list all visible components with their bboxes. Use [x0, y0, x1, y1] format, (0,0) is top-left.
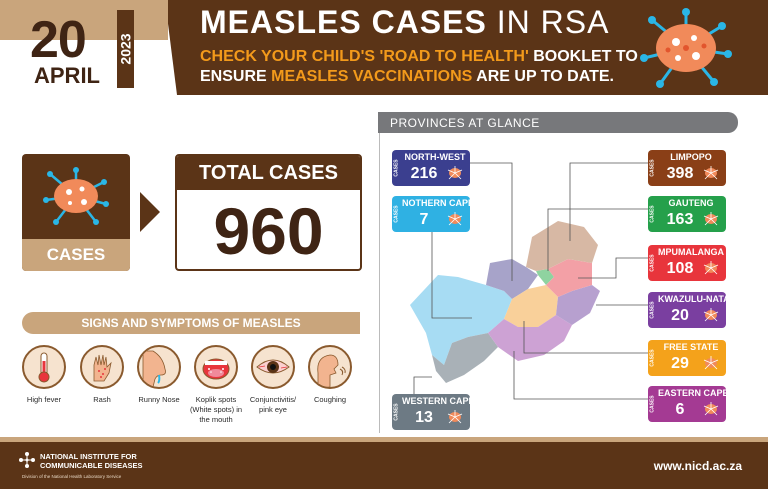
province-name: WESTERN CAPE	[402, 396, 470, 406]
province-name: KWAZULU-NATAL	[658, 294, 726, 304]
website-link[interactable]: www.nicd.ac.za	[653, 459, 742, 473]
virus-icon	[703, 308, 719, 322]
virus-icon	[640, 8, 732, 88]
province-name: NORTH-WEST	[404, 152, 466, 162]
org-division: Division of the National Health Laborato…	[22, 474, 122, 479]
footer-accent	[0, 437, 768, 442]
virus-icon	[447, 166, 463, 180]
province-card-eastern-cape: CASES EASTERN CAPE 6	[648, 386, 726, 422]
symptom-label: Conjunctivitis/ pink eye	[249, 395, 297, 414]
cases-label: CASES	[22, 239, 130, 271]
eye-icon	[251, 345, 295, 389]
province-count: 216	[410, 165, 438, 182]
symptom-label: High fever	[26, 395, 62, 404]
province-count: 398	[666, 165, 694, 182]
map-northern-cape	[410, 275, 512, 365]
south-africa-map	[410, 221, 600, 383]
symptom-label: Rash	[93, 395, 111, 404]
cases-card: CASES	[22, 154, 130, 271]
year-label: 2023	[117, 33, 134, 65]
province-card-limpopo: CASES LIMPOPO 398	[648, 150, 726, 186]
province-card-western-cape: CASES WESTERN CAPE 13	[392, 394, 470, 430]
nicd-logo-icon	[19, 452, 35, 468]
virus-icon	[703, 261, 719, 275]
symptom-high-fever: High fever	[14, 345, 74, 405]
date-day: 20	[30, 11, 87, 69]
org-name-line-2: COMMUNICABLE DISEASES	[40, 461, 143, 470]
province-name: FREE STATE	[663, 342, 719, 352]
virus-icon	[703, 356, 719, 370]
symptom-label: Runny Nose	[138, 395, 180, 404]
province-card-gauteng: CASES GAUTENG 163	[648, 196, 726, 232]
total-cases-value: 960	[213, 193, 324, 268]
mouth-icon	[194, 345, 238, 389]
thermometer-icon	[22, 345, 66, 389]
map-mpumalanga	[546, 259, 592, 297]
provinces-divider	[379, 133, 380, 433]
province-card-free-state: CASES FREE STATE 29	[648, 340, 726, 376]
org-name-line-1: NATIONAL INSTITUTE FOR	[40, 452, 137, 461]
virus-icon	[703, 166, 719, 180]
province-card-north-west: CASES NORTH-WEST 216	[392, 150, 470, 186]
hand-rash-icon	[80, 345, 124, 389]
virus-icon	[703, 402, 719, 416]
symptom-conjunctivitis: Conjunctivitis/ pink eye	[243, 345, 303, 415]
cough-icon	[308, 345, 352, 389]
symptom-koplik-spots: Koplik spots (White spots) in the mouth	[186, 345, 246, 425]
header: 20 APRIL 2023 MEASLES CASES IN RSA CHECK…	[0, 0, 768, 95]
province-count: 108	[666, 260, 694, 277]
map-limpopo	[526, 221, 598, 271]
page-title: MEASLES CASES IN RSA	[200, 4, 610, 40]
province-card-kwazulu-natal: CASES KWAZULU-NATAL 20	[648, 292, 726, 328]
map-gauteng	[536, 269, 554, 285]
map-kwazulu-natal	[556, 285, 600, 325]
province-name: MPUMALANGA	[658, 247, 724, 257]
province-count: 163	[666, 211, 694, 228]
map-free-state	[504, 285, 558, 327]
province-name: NOTHERN CAPE	[402, 198, 470, 208]
leader-lines	[413, 162, 648, 400]
symptom-label: Coughing	[313, 395, 347, 404]
province-count: 13	[415, 409, 433, 426]
virus-icon	[43, 167, 109, 225]
virus-icon	[703, 212, 719, 226]
footer	[0, 442, 768, 489]
province-card-mpumalanga: CASES MPUMALANGA 108	[648, 245, 726, 281]
symptom-rash: Rash	[72, 345, 132, 405]
province-name: EASTERN CAPE	[658, 388, 726, 398]
province-card-northern-cape: CASES NOTHERN CAPE 7	[392, 196, 470, 232]
symptom-coughing: Coughing	[300, 345, 360, 405]
province-name: GAUTENG	[668, 198, 714, 208]
subtitle-line-1: CHECK YOUR CHILD'S 'ROAD TO HEALTH' BOOK…	[200, 48, 638, 65]
map-eastern-cape	[488, 315, 572, 361]
province-count: 20	[671, 307, 689, 324]
signs-title: SIGNS AND SYMPTOMS OF MEASLES	[22, 312, 360, 334]
province-count: 7	[419, 211, 429, 228]
province-count: 6	[675, 401, 685, 418]
map-western-cape	[432, 333, 498, 383]
date-panel-accent	[0, 0, 168, 40]
nose-icon	[137, 345, 181, 389]
provinces-title: PROVINCES AT GLANCE	[378, 112, 738, 133]
province-name: LIMPOPO	[670, 152, 712, 162]
symptom-label: Koplik spots (White spots) in the mouth	[189, 395, 243, 424]
province-count: 29	[671, 355, 689, 372]
virus-icon	[447, 410, 463, 424]
symptom-runny-nose: Runny Nose	[129, 345, 189, 405]
arrow-right-icon	[140, 192, 160, 232]
virus-icon	[447, 212, 463, 226]
date-month: APRIL	[34, 63, 100, 88]
year-bar	[117, 10, 134, 88]
total-cases-label: TOTAL CASES	[177, 156, 360, 190]
subtitle-line-2: ENSURE MEASLES VACCINATIONS ARE UP TO DA…	[200, 68, 614, 85]
total-cases-card: TOTAL CASES 960	[175, 154, 362, 271]
